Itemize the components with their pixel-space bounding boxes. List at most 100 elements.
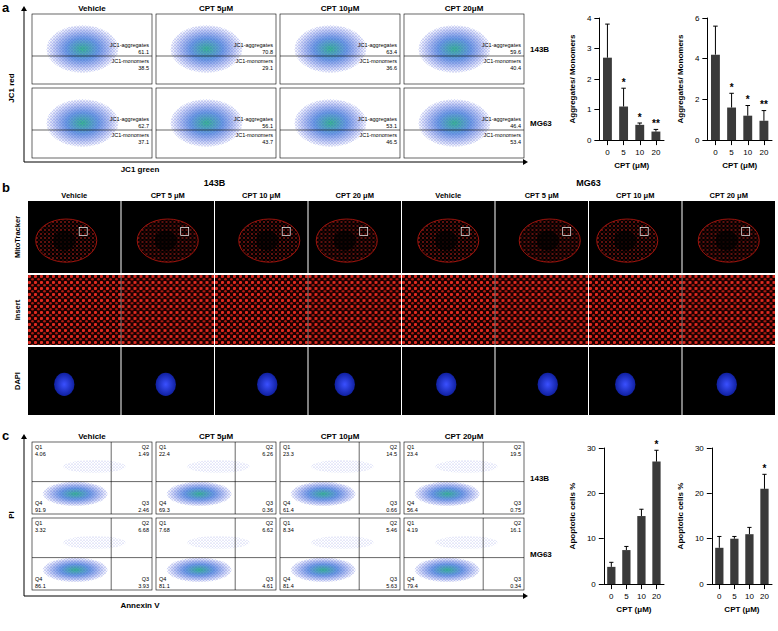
svg-text:Q4: Q4 <box>283 500 290 506</box>
svg-text:10: 10 <box>635 148 644 157</box>
svg-text:70.8: 70.8 <box>262 49 273 55</box>
svg-text:0: 0 <box>609 592 614 601</box>
svg-text:CPT 20 μM: CPT 20 μM <box>336 191 374 200</box>
svg-text:Q3: Q3 <box>142 576 149 582</box>
svg-text:*: * <box>655 439 659 450</box>
svg-text:6.68: 6.68 <box>138 527 149 533</box>
svg-text:1.49: 1.49 <box>138 451 149 457</box>
svg-text:20: 20 <box>759 148 768 157</box>
svg-text:6: 6 <box>695 14 700 23</box>
svg-text:CPT (μM): CPT (μM) <box>614 161 649 170</box>
svg-text:56.1: 56.1 <box>262 123 273 129</box>
svg-text:JC1-aggregates: JC1-aggregates <box>358 116 397 122</box>
svg-text:CPT 20μM: CPT 20μM <box>445 432 484 441</box>
svg-text:JC1-aggregates: JC1-aggregates <box>482 116 521 122</box>
svg-text:143B: 143B <box>530 45 549 54</box>
svg-text:*: * <box>638 112 642 123</box>
svg-text:CPT 10 μM: CPT 10 μM <box>616 191 654 200</box>
svg-text:0: 0 <box>587 136 592 145</box>
svg-text:0: 0 <box>605 148 610 157</box>
svg-text:0.34: 0.34 <box>510 583 521 589</box>
svg-text:4.06: 4.06 <box>35 451 46 457</box>
svg-text:*: * <box>763 463 767 474</box>
svg-text:81.1: 81.1 <box>159 583 170 589</box>
svg-text:CPT 5μM: CPT 5μM <box>199 432 234 441</box>
svg-text:2: 2 <box>587 75 592 84</box>
svg-text:Q1: Q1 <box>35 520 42 526</box>
svg-text:CPT 5 μM: CPT 5 μM <box>525 191 559 200</box>
svg-text:Q4: Q4 <box>159 576 166 582</box>
svg-text:53.4: 53.4 <box>510 139 521 145</box>
svg-text:22.4: 22.4 <box>159 451 170 457</box>
svg-text:Q2: Q2 <box>514 520 521 526</box>
svg-text:6.26: 6.26 <box>262 451 273 457</box>
svg-text:JC1-aggregates: JC1-aggregates <box>358 42 397 48</box>
svg-text:JC1-monomers: JC1-monomers <box>111 58 149 64</box>
svg-text:23.3: 23.3 <box>283 451 294 457</box>
svg-text:0: 0 <box>591 580 596 589</box>
svg-text:10: 10 <box>745 592 754 601</box>
svg-text:3.93: 3.93 <box>138 583 149 589</box>
svg-text:19.5: 19.5 <box>510 451 521 457</box>
svg-text:Q2: Q2 <box>390 520 397 526</box>
svg-text:JC1-monomers: JC1-monomers <box>111 132 149 138</box>
svg-text:62.7: 62.7 <box>138 123 149 129</box>
svg-text:Q3: Q3 <box>142 500 149 506</box>
svg-text:JC1-monomers: JC1-monomers <box>483 132 521 138</box>
svg-text:143B: 143B <box>204 178 226 188</box>
svg-text:5: 5 <box>732 592 737 601</box>
svg-text:5.63: 5.63 <box>386 583 397 589</box>
svg-text:43.7: 43.7 <box>262 139 273 145</box>
svg-text:143B: 143B <box>530 474 549 483</box>
svg-text:20: 20 <box>652 592 661 601</box>
svg-text:Apoptotic cells %: Apoptotic cells % <box>676 483 685 550</box>
svg-text:36.6: 36.6 <box>386 65 397 71</box>
svg-text:Q4: Q4 <box>35 576 42 582</box>
svg-text:Q2: Q2 <box>266 520 273 526</box>
svg-text:*: * <box>622 77 626 88</box>
svg-text:5.46: 5.46 <box>386 527 397 533</box>
svg-text:3.32: 3.32 <box>35 527 46 533</box>
svg-text:91.9: 91.9 <box>35 507 46 513</box>
svg-text:CPT 10μM: CPT 10μM <box>321 4 360 13</box>
svg-text:4.61: 4.61 <box>262 583 273 589</box>
svg-text:46.5: 46.5 <box>386 139 397 145</box>
svg-text:Q1: Q1 <box>35 444 42 450</box>
svg-text:Q2: Q2 <box>266 444 273 450</box>
svg-text:4.19: 4.19 <box>407 527 418 533</box>
svg-text:Q4: Q4 <box>407 576 414 582</box>
svg-text:Q3: Q3 <box>390 576 397 582</box>
svg-text:86.1: 86.1 <box>35 583 46 589</box>
svg-text:Q4: Q4 <box>407 500 414 506</box>
svg-text:Aggregates/ Monomers: Aggregates/ Monomers <box>568 34 577 123</box>
svg-text:2: 2 <box>695 95 700 104</box>
svg-text:0.75: 0.75 <box>510 507 521 513</box>
svg-text:Q4: Q4 <box>159 500 166 506</box>
svg-text:JC1-aggregates: JC1-aggregates <box>110 42 149 48</box>
svg-text:10: 10 <box>587 534 596 543</box>
svg-text:Q4: Q4 <box>283 576 290 582</box>
svg-text:14.5: 14.5 <box>386 451 397 457</box>
svg-text:Q3: Q3 <box>266 500 273 506</box>
svg-text:Vehicle: Vehicle <box>78 4 106 13</box>
svg-text:38.5: 38.5 <box>138 65 149 71</box>
svg-text:0: 0 <box>717 592 722 601</box>
svg-text:Q2: Q2 <box>390 444 397 450</box>
svg-text:Vehicle: Vehicle <box>78 432 106 441</box>
svg-text:Q1: Q1 <box>159 520 166 526</box>
svg-text:CPT 5 μM: CPT 5 μM <box>151 191 185 200</box>
svg-text:a: a <box>2 0 10 15</box>
svg-text:56.4: 56.4 <box>407 507 418 513</box>
svg-text:8.34: 8.34 <box>283 527 294 533</box>
svg-text:CPT 20 μM: CPT 20 μM <box>710 191 748 200</box>
svg-text:63.4: 63.4 <box>386 49 397 55</box>
svg-text:30: 30 <box>587 444 596 453</box>
svg-text:1: 1 <box>587 105 592 114</box>
svg-text:CPT (μM): CPT (μM) <box>616 605 651 614</box>
svg-text:20: 20 <box>587 489 596 498</box>
svg-text:c: c <box>2 428 9 443</box>
svg-text:MG63: MG63 <box>576 178 601 188</box>
svg-text:CPT 20μM: CPT 20μM <box>445 4 484 13</box>
svg-text:10: 10 <box>637 592 646 601</box>
svg-text:69.3: 69.3 <box>159 507 170 513</box>
